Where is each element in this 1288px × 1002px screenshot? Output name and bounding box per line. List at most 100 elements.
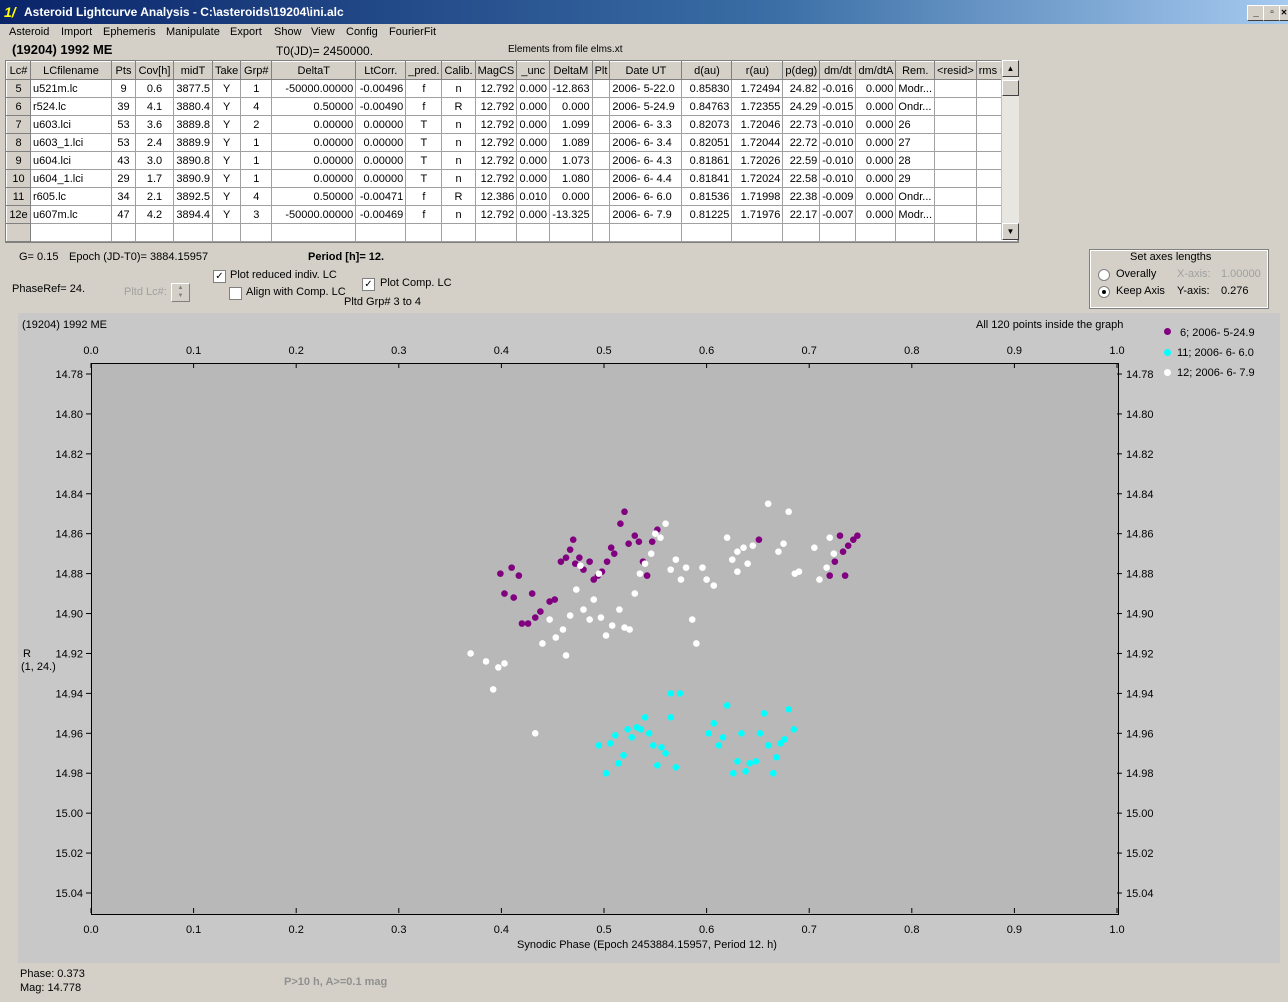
table-cell[interactable]: 22.17 — [782, 205, 821, 224]
table-cell[interactable]: 0.010 — [516, 187, 551, 206]
close-button[interactable]: ✕ — [1279, 5, 1288, 21]
column-header[interactable]: _unc — [516, 61, 551, 80]
table-cell[interactable]: 2006- 6- 3.4 — [609, 133, 683, 152]
column-header[interactable]: Cov[h] — [135, 61, 174, 80]
table-cell[interactable]: 3880.4 — [173, 97, 213, 116]
table-cell[interactable]: 3889.9 — [173, 133, 213, 152]
column-header[interactable]: Plt — [591, 61, 611, 80]
scroll-down-icon[interactable]: ▼ — [1002, 223, 1019, 240]
column-header[interactable]: dm/dt — [819, 61, 857, 80]
menu-config[interactable]: Config — [346, 26, 378, 38]
column-header[interactable]: Rem. — [895, 61, 936, 80]
plot-reduced-checkbox[interactable]: ✓ — [213, 270, 226, 283]
keepaxis-radio[interactable] — [1098, 286, 1110, 298]
table-cell[interactable] — [441, 223, 476, 242]
row-header[interactable]: 8 — [6, 133, 31, 152]
table-cell[interactable]: 0.000 — [549, 97, 593, 116]
plot-area[interactable] — [91, 363, 1119, 915]
table-cell[interactable]: Modr... — [895, 205, 936, 224]
table-row[interactable]: 10 u604_1.lci 29 1.7 3890.9 Y 1 0.00000 0.00000 T… — [6, 169, 1019, 188]
table-cell[interactable]: 0.000 — [549, 187, 593, 206]
menu-ephemeris[interactable]: Ephemeris — [103, 26, 156, 38]
table-cell[interactable]: n — [441, 115, 476, 134]
table-cell[interactable]: 0.00000 — [271, 115, 357, 134]
table-cell[interactable] — [855, 223, 897, 242]
table-cell[interactable]: 3890.8 — [173, 151, 213, 170]
table-cell[interactable]: 1.72044 — [731, 133, 784, 152]
table-cell[interactable]: 0.000 — [516, 79, 551, 98]
menu-import[interactable]: Import — [61, 26, 93, 38]
table-cell[interactable]: 0.82051 — [681, 133, 733, 152]
table-cell[interactable]: 0.000 — [516, 97, 551, 116]
menu-view[interactable]: View — [311, 26, 335, 38]
table-cell[interactable]: 1.71998 — [731, 187, 784, 206]
table-cell[interactable]: 2006- 6- 7.9 — [609, 205, 683, 224]
row-header[interactable]: 6 — [6, 97, 31, 116]
restore-button[interactable]: ▫ — [1263, 5, 1281, 21]
table-cell[interactable]: -0.00469 — [355, 205, 407, 224]
table-cell[interactable] — [731, 223, 784, 242]
table-cell[interactable]: n — [441, 169, 476, 188]
column-header[interactable]: Calib. — [441, 61, 476, 80]
table-cell[interactable]: 1.080 — [549, 169, 593, 188]
table-row[interactable]: 11 r605.lc 34 2.1 3892.5 Y 4 0.50000 -0.00471 f R 1… — [6, 187, 1019, 206]
table-cell[interactable]: 0.000 — [516, 169, 551, 188]
row-header[interactable]: 10 — [6, 169, 31, 188]
table-cell[interactable]: 0.000 — [516, 205, 551, 224]
column-header[interactable]: LtCorr. — [355, 61, 407, 80]
menu-manipulate[interactable]: Manipulate — [166, 26, 220, 38]
table-cell[interactable]: n — [441, 205, 476, 224]
table-cell[interactable]: 53 — [111, 133, 136, 152]
table-cell[interactable]: 0.000 — [855, 187, 897, 206]
table-cell[interactable] — [405, 223, 443, 242]
table-cell[interactable]: -0.010 — [819, 169, 857, 188]
spin-up-icon[interactable]: ▲ — [177, 285, 184, 291]
table-cell[interactable]: 1.073 — [549, 151, 593, 170]
table-cell[interactable]: 0.000 — [855, 79, 897, 98]
align-checkbox[interactable] — [229, 287, 242, 300]
yaxis-value[interactable]: 0.276 — [1221, 285, 1249, 297]
column-header[interactable]: <resid> — [934, 61, 977, 80]
row-header[interactable]: 11 — [6, 187, 31, 206]
table-cell[interactable]: 0.000 — [855, 169, 897, 188]
table-cell[interactable]: 3.6 — [135, 115, 174, 134]
table-cell[interactable]: 0.81225 — [681, 205, 733, 224]
column-header[interactable]: Take — [211, 61, 242, 80]
table-cell[interactable]: 0.000 — [516, 151, 551, 170]
column-header[interactable]: dm/dtA — [855, 61, 897, 80]
menu-asteroid[interactable]: Asteroid — [9, 26, 50, 38]
table-cell[interactable]: 3890.9 — [173, 169, 213, 188]
row-header[interactable]: 7 — [6, 115, 31, 134]
table-row[interactable]: 12e u607m.lc 47 4.2 3894.4 Y 3 -50000.00000 -0.0… — [6, 205, 1019, 224]
table-row-empty[interactable] — [6, 223, 1019, 242]
table-cell[interactable]: 0.000 — [855, 97, 897, 116]
table-cell[interactable]: n — [441, 151, 476, 170]
table-cell[interactable]: 0.00000 — [355, 169, 407, 188]
table-cell[interactable]: Ondr... — [895, 187, 936, 206]
scroll-thumb[interactable] — [1002, 80, 1019, 96]
table-cell[interactable]: u607m.lc — [30, 205, 112, 224]
scroll-up-icon[interactable]: ▲ — [1002, 60, 1019, 77]
table-cell[interactable]: u603.lci — [30, 115, 112, 134]
xaxis-value[interactable]: 1.00000 — [1221, 268, 1261, 280]
table-cell[interactable]: 12.792 — [474, 115, 518, 134]
lightcurve-table[interactable]: Lc# LCfilename Pts Cov[h] midT Take Grp# DeltaT… — [5, 60, 1020, 243]
table-cell[interactable]: 0.00000 — [271, 133, 357, 152]
row-header[interactable]: 9 — [6, 151, 31, 170]
table-cell[interactable] — [819, 223, 857, 242]
table-cell[interactable]: 0.000 — [516, 133, 551, 152]
overally-radio[interactable] — [1098, 269, 1110, 281]
table-cell[interactable]: 0.00000 — [271, 151, 357, 170]
column-header[interactable]: Pts — [111, 61, 136, 80]
spin-down-icon[interactable]: ▼ — [177, 293, 184, 299]
table-cell[interactable]: 0.00000 — [271, 169, 357, 188]
pltd-lc-spinner[interactable]: ▲ ▼ — [171, 283, 190, 302]
table-cell[interactable]: 0.84763 — [681, 97, 733, 116]
table-cell[interactable]: 2006- 6- 4.3 — [609, 151, 683, 170]
table-cell[interactable]: 22.73 — [782, 115, 821, 134]
table-cell[interactable]: 1.72024 — [731, 169, 784, 188]
table-cell[interactable]: 3894.4 — [173, 205, 213, 224]
table-cell[interactable]: -0.00496 — [355, 79, 407, 98]
table-cell[interactable]: -50000.00000 — [271, 79, 357, 98]
